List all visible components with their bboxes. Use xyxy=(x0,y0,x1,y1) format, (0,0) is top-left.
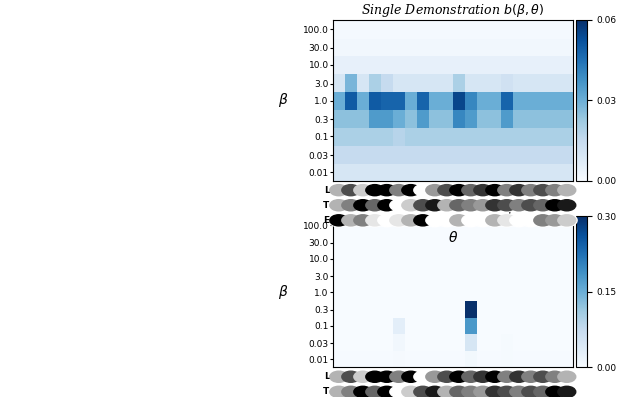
Y-axis label: $\beta$: $\beta$ xyxy=(278,283,289,301)
Title: All Demonstrations $b(\beta,\theta)$: All Demonstrations $b(\beta,\theta)$ xyxy=(369,199,536,216)
Text: $\theta$: $\theta$ xyxy=(448,230,458,245)
Text: T: T xyxy=(323,387,330,396)
Text: L: L xyxy=(324,186,330,195)
Text: L: L xyxy=(324,372,330,381)
Text: E: E xyxy=(323,216,330,225)
Y-axis label: $\beta$: $\beta$ xyxy=(278,91,289,109)
Text: T: T xyxy=(323,201,330,210)
Title: Single Demonstration $b(\beta,\theta)$: Single Demonstration $b(\beta,\theta)$ xyxy=(362,2,544,19)
